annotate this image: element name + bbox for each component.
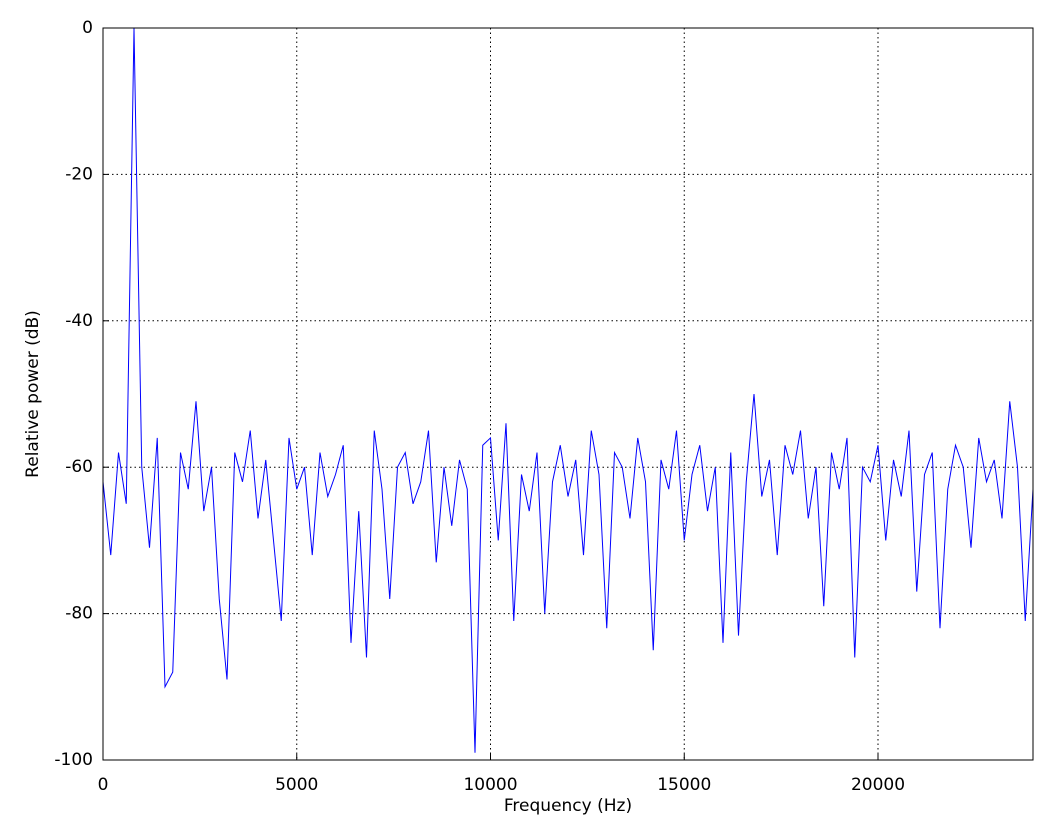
y-tick-label: -60 <box>65 457 93 477</box>
y-tick-label: 0 <box>82 18 93 38</box>
x-tick-label: 5000 <box>275 775 318 795</box>
x-tick-label: 10000 <box>463 775 517 795</box>
y-tick-label: -20 <box>65 164 93 184</box>
x-axis-label: Frequency (Hz) <box>504 796 632 816</box>
y-tick-label: -100 <box>54 750 93 770</box>
y-tick-label: -80 <box>65 604 93 624</box>
x-tick-label: 15000 <box>657 775 711 795</box>
spectrum-line <box>102 27 1034 753</box>
y-tick-label: -40 <box>65 311 93 331</box>
x-tick-label: 20000 <box>851 775 905 795</box>
x-tick-label: 0 <box>98 775 109 795</box>
y-axis-label: Relative power (dB) <box>23 310 43 478</box>
plot-frame <box>102 27 1034 761</box>
